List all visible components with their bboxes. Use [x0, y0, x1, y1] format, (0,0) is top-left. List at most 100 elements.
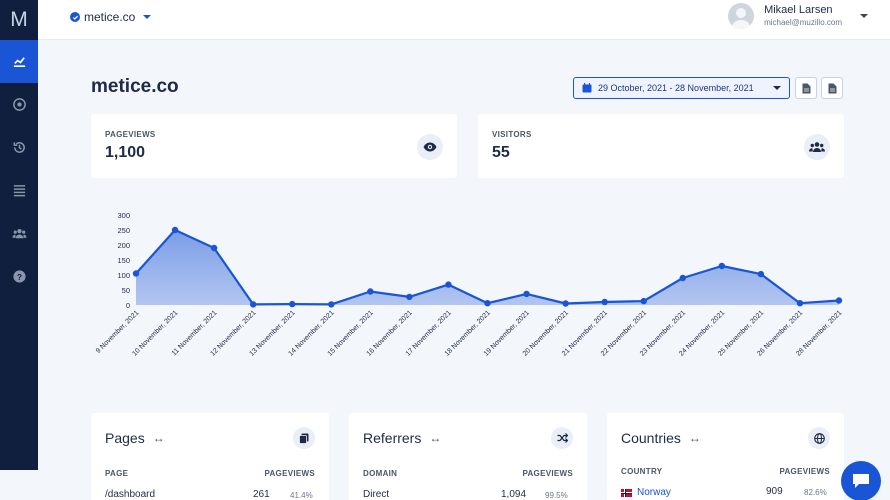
data-point — [289, 300, 296, 308]
visitors-value: 55 — [492, 144, 510, 161]
data-point — [406, 293, 413, 301]
pages-row1-pct: 41.4% — [290, 491, 313, 500]
export-csv-button[interactable] — [795, 77, 817, 99]
users-icon — [11, 229, 27, 239]
countries-panel-title: Countries ↔ — [621, 430, 701, 446]
file-icon — [828, 83, 836, 93]
export-pdf-button[interactable] — [821, 77, 843, 99]
sidebar-item-goals[interactable] — [0, 83, 38, 126]
calendar-icon — [582, 83, 592, 93]
user-name: Mikael Larsen — [764, 4, 833, 16]
expand-icon[interactable]: ↔ — [152, 431, 165, 445]
data-point — [562, 300, 569, 307]
pageviews-value: 1,100 — [105, 144, 146, 161]
app-logo[interactable]: M — [10, 8, 28, 31]
referrers-panel-title: Referrers ↔ — [363, 430, 441, 446]
referrers-col-pageviews: PAGEVIEWS — [522, 469, 573, 478]
data-point — [757, 270, 765, 278]
pages-col-page: PAGE — [105, 469, 129, 478]
chevron-down-icon — [860, 14, 868, 18]
data-point — [328, 301, 335, 308]
svg-text:?: ? — [16, 272, 21, 282]
sidebar-item-list[interactable] — [0, 169, 38, 212]
visitors-label: VISITORS — [492, 130, 532, 139]
target-icon — [12, 98, 26, 111]
copy-icon[interactable] — [293, 427, 315, 449]
referrers-title: Referrers — [363, 430, 422, 446]
y-tick-label: 100 — [117, 271, 130, 280]
data-point — [171, 226, 179, 234]
data-point — [367, 288, 374, 295]
line-chart-icon — [13, 57, 25, 68]
countries-row1-name[interactable]: Norway — [637, 487, 671, 498]
countries-row1-value: 909 — [766, 486, 783, 497]
pageviews-card: PAGEVIEWS 1,100 — [91, 114, 457, 178]
referrers-panel: Referrers ↔ DOMAIN PAGEVIEWS Direct 1,09… — [349, 413, 587, 500]
user-menu[interactable]: Mikael Larsen michael@muzillo.com — [728, 3, 868, 29]
countries-col-country: COUNTRY — [621, 467, 663, 476]
data-point — [210, 244, 218, 252]
globe-icon[interactable] — [808, 427, 830, 449]
referrers-row1-name[interactable]: Direct — [363, 489, 390, 500]
file-icon — [802, 83, 810, 93]
sidebar-item-team[interactable] — [0, 212, 38, 255]
help-icon: ? — [12, 270, 26, 283]
history-icon — [13, 142, 25, 153]
date-range-picker[interactable]: 29 October, 2021 - 28 November, 2021 — [573, 77, 790, 99]
pages-row1-value: 261 — [253, 489, 270, 500]
top-bar: metice.co Mikael Larsen michael@muzillo.… — [38, 0, 890, 40]
chevron-down-icon — [773, 86, 781, 90]
y-tick-label: 50 — [122, 286, 130, 295]
expand-icon[interactable]: ↔ — [429, 431, 442, 445]
site-name: metice.co — [84, 10, 136, 24]
norway-flag-icon — [621, 489, 632, 497]
x-tick-label: 9 November, 2021 — [95, 309, 140, 354]
user-email: michael@muzillo.com — [764, 18, 842, 27]
chat-button[interactable] — [841, 461, 881, 500]
sidebar-item-analytics[interactable] — [0, 40, 38, 83]
data-point — [445, 281, 452, 288]
pages-col-pageviews: PAGEVIEWS — [264, 469, 315, 478]
sidebar: M ? — [0, 0, 38, 470]
sidebar-item-help[interactable]: ? — [0, 255, 38, 298]
sidebar-item-history[interactable] — [0, 126, 38, 169]
pages-title: Pages — [105, 430, 145, 446]
countries-col-pageviews: PAGEVIEWS — [779, 467, 830, 476]
data-point — [796, 300, 804, 307]
referrers-row1-value: 1,094 — [501, 489, 527, 500]
visitors-card: VISITORS 55 — [478, 114, 844, 178]
pages-panel: Pages ↔ PAGE PAGEVIEWS /dashboard 261 41… — [91, 413, 329, 500]
pages-row1-name[interactable]: /dashboard — [105, 489, 156, 500]
countries-row1-pct: 82.6% — [804, 488, 827, 497]
area-fill — [136, 230, 839, 305]
users-icon — [804, 134, 830, 160]
data-point — [640, 297, 647, 305]
y-tick-label: 0 — [126, 301, 130, 310]
list-icon — [13, 185, 25, 197]
y-tick-label: 150 — [117, 256, 130, 265]
chat-icon — [853, 474, 869, 488]
data-point — [601, 298, 608, 306]
pages-panel-title: Pages ↔ — [105, 430, 165, 446]
pageviews-label: PAGEVIEWS — [105, 130, 156, 139]
avatar — [728, 3, 755, 29]
eye-icon — [417, 134, 443, 160]
data-point — [835, 297, 843, 304]
shuffle-icon[interactable] — [551, 427, 573, 449]
expand-icon[interactable]: ↔ — [688, 431, 701, 445]
site-selector[interactable]: metice.co — [70, 10, 152, 24]
referrers-row1-pct: 99.5% — [545, 491, 568, 500]
y-tick-label: 200 — [117, 241, 130, 250]
countries-title: Countries — [621, 430, 681, 446]
chevron-down-icon — [143, 15, 152, 19]
data-point — [718, 262, 726, 270]
data-point — [132, 270, 140, 277]
data-point — [523, 290, 530, 298]
x-tick-label: 28 November, 2021 — [795, 309, 843, 357]
page-title: metice.co — [91, 76, 179, 97]
check-circle-icon — [70, 12, 80, 22]
y-tick-label: 300 — [117, 211, 130, 220]
data-point — [484, 300, 491, 307]
referrers-col-domain: DOMAIN — [363, 469, 398, 478]
